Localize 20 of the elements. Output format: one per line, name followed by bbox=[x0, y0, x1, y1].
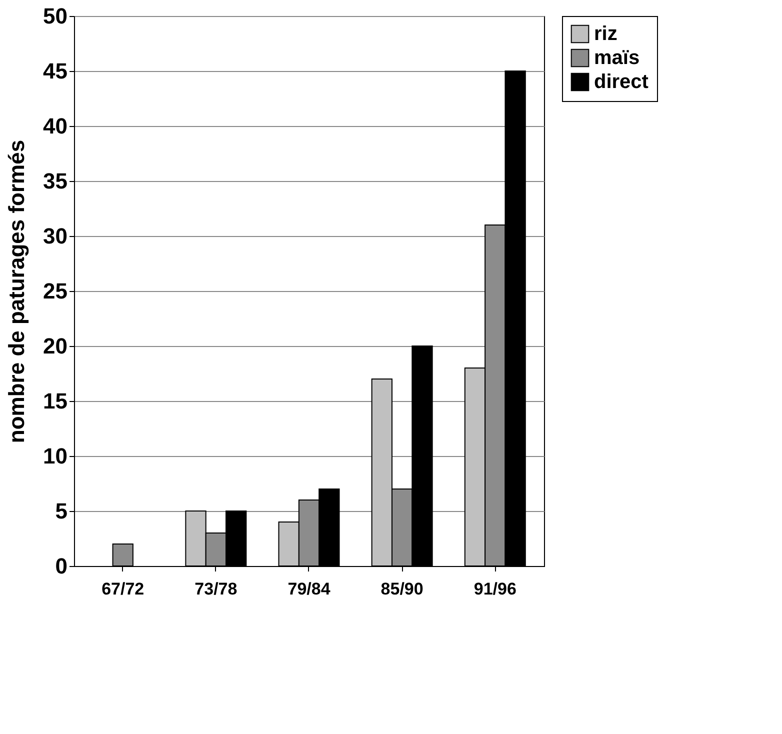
y-tick-label: 30 bbox=[43, 224, 68, 248]
y-tick-label: 0 bbox=[55, 554, 68, 578]
y-tick-label: 50 bbox=[43, 4, 68, 28]
y-tick-label: 35 bbox=[43, 168, 68, 194]
y-tick-label: 15 bbox=[43, 388, 68, 414]
x-tick-label: 85/90 bbox=[380, 580, 424, 598]
x-tick-label: 79/84 bbox=[288, 580, 331, 598]
legend-label: direct bbox=[594, 71, 649, 93]
y-tick-label: 20 bbox=[43, 334, 68, 358]
x-tick-label: 73/78 bbox=[194, 580, 238, 598]
y-tick-label: 40 bbox=[43, 114, 68, 138]
y-tick-label: 45 bbox=[43, 58, 68, 84]
y-tick-label: 25 bbox=[43, 278, 68, 304]
legend-label: riz bbox=[594, 23, 618, 45]
x-tick-label: 91/96 bbox=[474, 580, 516, 598]
y-tick-label: 5 bbox=[55, 498, 68, 524]
y-axis-title: nombre de paturages formés bbox=[4, 140, 30, 444]
y-tick-label: 10 bbox=[43, 444, 68, 468]
legend-label: maïs bbox=[594, 47, 640, 69]
x-tick-label: 67/72 bbox=[102, 580, 144, 598]
